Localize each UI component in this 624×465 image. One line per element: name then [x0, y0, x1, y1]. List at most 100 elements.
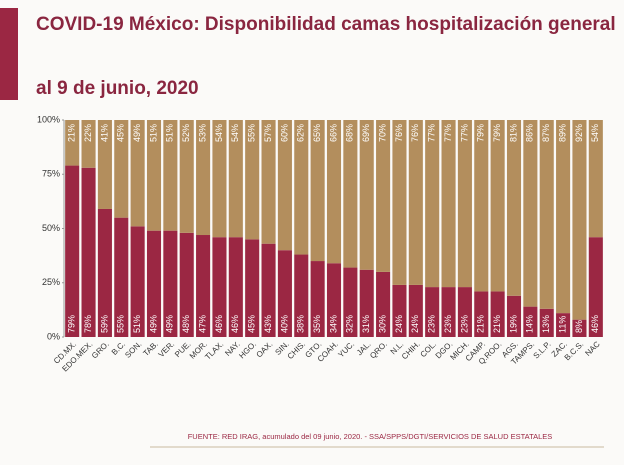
value-label: 8% — [574, 320, 584, 333]
bar-segment — [588, 120, 603, 238]
value-label: 21% — [476, 315, 486, 333]
y-tick-label: 25% — [42, 277, 60, 287]
value-label: 77% — [443, 124, 453, 142]
value-label: 46% — [590, 315, 600, 333]
bar-segment — [163, 120, 178, 231]
value-label: 81% — [508, 124, 518, 142]
value-label: 21% — [67, 124, 77, 142]
bar-segment — [81, 120, 96, 168]
bar-segment — [277, 250, 292, 337]
bar-segment — [146, 120, 162, 231]
bar-segment — [114, 120, 129, 218]
value-label: 31% — [361, 315, 371, 333]
value-label: 86% — [525, 124, 535, 142]
bar-segment — [294, 120, 309, 255]
bar-segment — [212, 237, 227, 337]
bar-segment — [474, 120, 489, 292]
bar-segment — [97, 120, 112, 209]
value-label: 54% — [590, 124, 600, 142]
value-label: 22% — [83, 124, 93, 142]
value-label: 68% — [345, 124, 355, 142]
bar-segment — [245, 120, 260, 240]
value-label: 14% — [525, 315, 535, 333]
value-label: 40% — [279, 315, 289, 333]
bar-segment — [457, 120, 472, 288]
bar-segment — [408, 120, 423, 285]
value-label: 60% — [279, 124, 289, 142]
value-label: 38% — [296, 315, 306, 333]
bar-segment — [588, 237, 603, 337]
value-label: 55% — [116, 315, 126, 333]
value-label: 41% — [99, 124, 109, 142]
bar-segment — [261, 120, 276, 244]
bar-segment — [228, 120, 243, 238]
bar-segment — [343, 120, 358, 268]
x-tick-label: TAB. — [141, 340, 160, 359]
value-label: 21% — [492, 315, 502, 333]
bar-segment — [196, 235, 211, 337]
bar-segment — [65, 120, 80, 166]
bar-segment — [130, 226, 145, 337]
value-label: 49% — [148, 315, 158, 333]
value-label: 79% — [492, 124, 502, 142]
value-label: 53% — [197, 124, 207, 142]
x-tick-label: CHIH. — [400, 340, 422, 362]
chart-title: COVID-19 México: Disponibilidad camas ho… — [36, 14, 616, 35]
value-label: 51% — [148, 124, 158, 142]
x-tick-label: CHIS. — [286, 340, 307, 361]
value-label: 79% — [476, 124, 486, 142]
value-label: 11% — [557, 316, 567, 333]
value-label: 48% — [181, 315, 191, 333]
value-label: 89% — [557, 124, 567, 142]
value-label: 87% — [541, 124, 551, 142]
value-label: 62% — [296, 124, 306, 142]
y-tick-label: 0% — [47, 331, 60, 341]
bar-segment — [114, 217, 129, 337]
value-label: 45% — [247, 315, 257, 333]
bar-segment — [245, 239, 260, 337]
bar-segment — [343, 267, 358, 337]
value-label: 66% — [328, 124, 338, 142]
x-tick-label: S.L.P. — [532, 340, 553, 361]
bar-segment — [65, 165, 80, 337]
bar-segment — [392, 284, 407, 337]
value-label: 77% — [459, 124, 469, 142]
value-label: 76% — [410, 124, 420, 142]
value-label: 54% — [230, 124, 240, 142]
bar-segment — [326, 263, 342, 337]
bar-segment — [376, 271, 391, 337]
x-tick-label: TLAX. — [203, 340, 225, 362]
value-label: 46% — [230, 315, 240, 333]
bar-segment — [359, 269, 374, 337]
bar-segment — [441, 120, 456, 288]
x-tick-label: VER. — [157, 340, 177, 360]
value-label: 19% — [508, 315, 518, 333]
bar-segment — [277, 120, 292, 251]
value-label: 46% — [214, 315, 224, 333]
bar-segment — [572, 120, 587, 320]
bar-segment — [506, 295, 522, 337]
value-label: 52% — [181, 124, 191, 142]
x-tick-label: QRO. — [368, 340, 389, 361]
value-label: 30% — [377, 315, 387, 333]
value-label: 32% — [345, 315, 355, 333]
x-tick-label: GRO. — [90, 340, 111, 361]
value-label: 78% — [83, 315, 93, 333]
bar-segment — [539, 308, 554, 337]
value-label: 34% — [328, 315, 338, 333]
bar-segment — [163, 230, 178, 337]
bar-segment — [392, 120, 407, 285]
bar-segment — [425, 287, 440, 337]
bar-segment — [130, 120, 145, 227]
bar-segment — [326, 120, 342, 264]
chart-subtitle: al 9 de junio, 2020 — [36, 78, 199, 99]
bar-segment — [81, 167, 96, 337]
bar-segment — [179, 232, 194, 337]
bar-segment — [474, 291, 489, 337]
bar-segment — [425, 120, 440, 288]
value-label: 65% — [312, 124, 322, 142]
value-label: 51% — [165, 124, 175, 142]
bar-segment — [179, 120, 194, 233]
value-label: 23% — [459, 315, 469, 333]
